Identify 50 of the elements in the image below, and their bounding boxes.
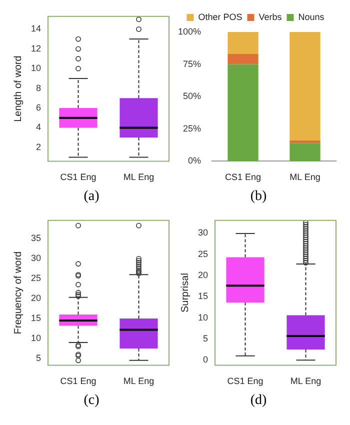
y-axis-title: Surprisal <box>180 273 191 313</box>
y-tick-label: 50% <box>183 91 202 102</box>
y-tick-label: 6 <box>36 102 42 112</box>
text: (a) <box>84 189 100 205</box>
bar <box>228 54 258 64</box>
y-tick-label: 14 <box>30 24 42 34</box>
bar <box>290 140 320 144</box>
bar <box>228 64 258 162</box>
y-tick-label: 8 <box>36 82 42 93</box>
x-tick-label: ML Eng <box>123 172 154 182</box>
x-tick-label: CS1 Eng <box>60 172 96 182</box>
y-tick-label: 20 <box>198 270 208 280</box>
y-tick-label: 5 <box>202 333 208 344</box>
y-axis-title: Length of word <box>12 56 24 122</box>
x-tick-label: ML Eng <box>290 376 322 386</box>
y-tick-label: 75% <box>183 58 202 69</box>
legend-label: Nouns <box>298 12 325 22</box>
y-tick-label: 20 <box>30 293 42 304</box>
y-tick-label: 10 <box>30 332 42 343</box>
y-tick-label: 30 <box>30 253 42 264</box>
y-tick-label: 15 <box>30 313 42 324</box>
y-tick-label: 30 <box>198 228 208 238</box>
text: (b) <box>250 189 267 205</box>
bar <box>228 32 258 54</box>
y-tick-label: 25 <box>198 248 208 259</box>
y-axis-title: Frequency of word <box>12 251 24 334</box>
y-tick-label: 10 <box>198 312 208 322</box>
y-tick-label: 10 <box>30 63 42 74</box>
y-tick-label: 2 <box>36 142 42 152</box>
y-tick-label: 4 <box>36 122 42 132</box>
x-tick-label: CS1 Eng <box>227 376 264 386</box>
text: (c) <box>84 393 100 409</box>
y-tick-label: 15 <box>198 291 208 302</box>
legend-label: Verbs <box>258 12 282 22</box>
x-tick-label: ML Eng <box>123 376 154 386</box>
y-tick-label: 100% <box>178 26 202 36</box>
y-tick-label: 0% <box>188 156 202 166</box>
y-tick-label: 5 <box>36 352 42 363</box>
x-tick-label: ML Eng <box>290 172 320 182</box>
bar <box>290 143 320 162</box>
bar <box>290 32 320 141</box>
y-tick-label: 25% <box>183 123 202 134</box>
text: (d) <box>250 393 267 409</box>
y-tick-label: 25 <box>30 273 42 284</box>
y-tick-label: 35 <box>30 233 42 244</box>
y-tick-label: 12 <box>30 43 42 54</box>
x-tick-label: CS1 Eng <box>60 376 96 386</box>
legend-label: Other POS <box>198 12 242 22</box>
y-tick-label: 0 <box>202 354 208 365</box>
x-tick-label: CS1 Eng <box>225 172 262 182</box>
